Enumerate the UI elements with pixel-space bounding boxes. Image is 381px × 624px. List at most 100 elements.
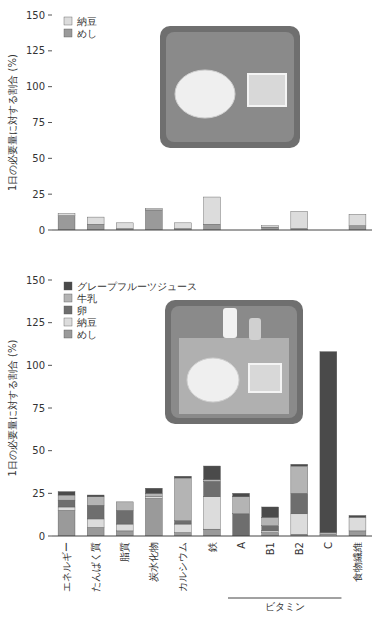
y-tick-label: 75 xyxy=(32,403,45,414)
y-tick-label: 50 xyxy=(32,153,45,164)
y-tick xyxy=(48,230,52,231)
photo xyxy=(160,26,300,148)
photo-rice-bowl xyxy=(187,358,239,402)
legend-swatch xyxy=(64,318,72,326)
y-tick-label: 0 xyxy=(39,531,45,542)
bar-segment xyxy=(204,197,221,224)
x-tick-label: B2 xyxy=(294,542,305,555)
x-tick-label: 鉄 xyxy=(207,542,218,552)
photo-natto-dish xyxy=(249,364,281,392)
legend: 納豆めし xyxy=(64,16,97,39)
bar-segment xyxy=(291,514,308,534)
bar-segment xyxy=(349,516,366,518)
y-tick xyxy=(48,280,52,281)
bar-segment xyxy=(58,495,75,500)
bar-segment xyxy=(349,214,366,225)
bar-segment xyxy=(58,216,75,230)
x-tick-label: カルシウム xyxy=(177,542,188,592)
x-tick-label: B1 xyxy=(265,542,276,555)
x-tick-label: 脂質 xyxy=(119,542,130,562)
bar-segment xyxy=(262,533,279,536)
legend-swatch xyxy=(64,282,72,290)
bar-segment xyxy=(233,514,250,536)
bar-segment xyxy=(291,466,308,493)
legend-swatch xyxy=(64,294,72,302)
x-axis-line xyxy=(52,230,372,231)
bar-segment xyxy=(291,493,308,513)
x-tick-label: たんぱく質 xyxy=(90,542,101,592)
x-tick-label: エネルギー xyxy=(61,542,72,592)
bar-segment xyxy=(204,481,221,496)
bar-segment xyxy=(174,478,191,521)
bar-segment xyxy=(58,510,75,536)
bar-segment xyxy=(291,211,308,228)
y-tick-label: 125 xyxy=(26,45,45,56)
figure: 02550751001251501日の必要量に対する割合 (%)納豆めし0255… xyxy=(0,0,381,624)
x-tick-label: A xyxy=(236,542,247,549)
photo-background xyxy=(166,32,294,142)
bar-segment xyxy=(87,224,104,230)
y-tick xyxy=(48,86,52,87)
bar-segment xyxy=(116,531,133,536)
bar-segment xyxy=(58,500,75,507)
legend-swatch xyxy=(64,330,72,338)
bar-segment xyxy=(262,226,279,227)
bar-segment xyxy=(145,493,162,496)
bar-segment xyxy=(145,498,162,536)
y-tick-label: 25 xyxy=(32,488,45,499)
legend-swatch xyxy=(64,17,72,25)
y-tick-label: 150 xyxy=(26,10,45,21)
bar-segment xyxy=(204,497,221,529)
y-tick xyxy=(48,50,52,51)
bar-segment xyxy=(87,497,104,506)
legend-label: 納豆 xyxy=(77,317,97,328)
y-tick-label: 25 xyxy=(32,189,45,200)
y-axis-title: 1日の必要量に対する割合 (%) xyxy=(7,339,18,476)
bar-segment xyxy=(116,524,133,531)
bar-segment xyxy=(204,529,221,536)
bar-segment xyxy=(233,493,250,496)
bar-segment xyxy=(320,533,337,535)
legend: グレープフルーツジュース牛乳卵納豆めし xyxy=(64,281,197,340)
y-tick xyxy=(48,408,52,409)
bar-segment xyxy=(320,352,337,533)
bar-segment xyxy=(349,531,366,536)
bar-segment xyxy=(87,495,104,497)
bar-segment xyxy=(174,524,191,533)
y-tick-label: 0 xyxy=(39,225,45,236)
bar-segment xyxy=(174,223,191,229)
legend-label: めし xyxy=(77,329,97,340)
y-tick-label: 100 xyxy=(26,360,45,371)
bar-segment xyxy=(204,224,221,230)
bar-segment xyxy=(262,507,279,517)
photo-juice xyxy=(249,318,261,340)
bar-segment xyxy=(174,476,191,478)
bar-segment xyxy=(58,214,75,216)
y-tick xyxy=(48,322,52,323)
x-tick-label: C xyxy=(323,542,334,549)
bar-segment xyxy=(291,464,308,466)
bar-segment xyxy=(349,226,366,230)
y-tick xyxy=(48,365,52,366)
legend-label: めし xyxy=(77,28,97,39)
bar-segment xyxy=(349,517,366,531)
bar-segment xyxy=(116,501,133,502)
bar-segment xyxy=(204,466,221,480)
bar-segment xyxy=(87,527,104,536)
bar-segment xyxy=(87,217,104,224)
bar-segment xyxy=(262,517,279,526)
photo-background xyxy=(171,306,297,418)
photo-frame xyxy=(160,26,300,148)
bar-segment xyxy=(58,507,75,510)
bar-segment xyxy=(145,209,162,210)
x-tick-label: 食物繊維 xyxy=(352,542,363,582)
y-tick xyxy=(48,194,52,195)
bar-segment xyxy=(145,210,162,230)
chart: 02550751001251501日の必要量に対する割合 (%)エネルギーたんぱ… xyxy=(7,275,373,613)
legend-swatch xyxy=(64,29,72,37)
y-tick-label: 75 xyxy=(32,117,45,128)
bar-segment xyxy=(233,497,250,514)
bar-segment xyxy=(174,533,191,536)
y-tick xyxy=(48,15,52,16)
photo-frame xyxy=(165,300,303,424)
